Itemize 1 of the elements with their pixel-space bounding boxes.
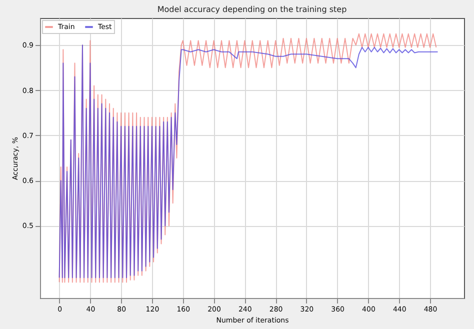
chart-title: Model accuracy depending on the training step bbox=[157, 5, 347, 14]
